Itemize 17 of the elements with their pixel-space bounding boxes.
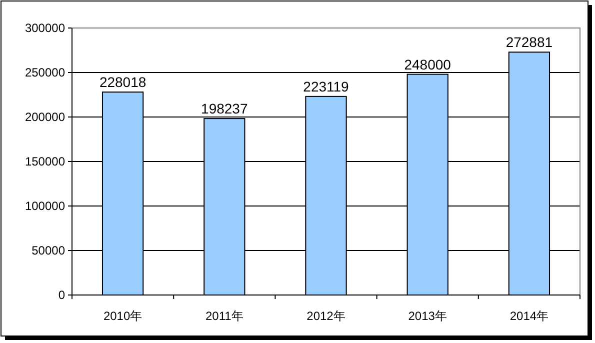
x-tick-label: 2011年 [205, 309, 244, 323]
data-label: 248000 [404, 56, 452, 72]
y-tick-label: 200000 [24, 110, 66, 124]
y-tick-label: 0 [58, 288, 66, 302]
y-tick-label: 50000 [32, 244, 66, 258]
x-tick-label: 2014年 [510, 309, 549, 323]
x-tick-label: 2013年 [408, 309, 447, 323]
data-label: 198237 [201, 100, 248, 117]
y-tick-label: 300000 [24, 21, 66, 35]
x-tick-label: 2012年 [306, 309, 346, 323]
data-label: 223119 [303, 78, 350, 94]
data-label: 228018 [99, 74, 146, 90]
data-label: 272881 [506, 34, 553, 50]
y-tick-label: 150000 [24, 154, 66, 168]
x-tick-label: 2010年 [103, 309, 142, 323]
y-tick-label: 250000 [24, 66, 66, 80]
y-tick-label: 100000 [24, 199, 66, 213]
